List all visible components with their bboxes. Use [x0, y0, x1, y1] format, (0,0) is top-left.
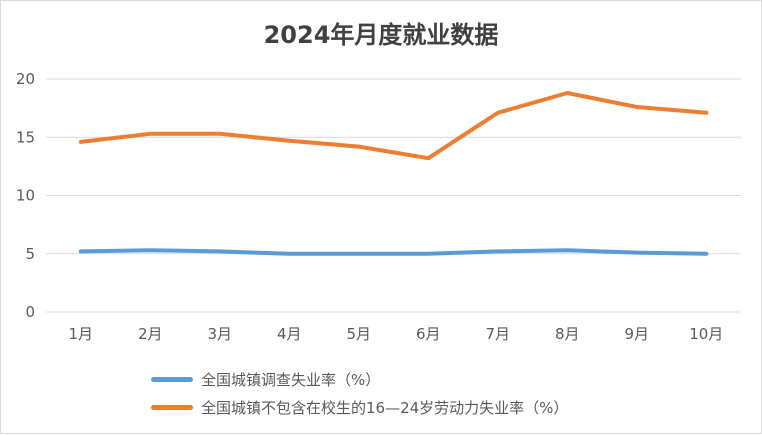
series-line-1	[81, 93, 707, 158]
legend-label-series-0: 全国城镇调查失业率（%）	[201, 369, 380, 390]
legend-label-series-1: 全国城镇不包含在校生的16—24岁劳动力失业率（%）	[201, 397, 568, 418]
x-tick-label: 5月	[346, 325, 371, 343]
x-tick-label: 4月	[277, 325, 302, 343]
x-tick-label: 7月	[485, 325, 510, 343]
y-tick-label: 5	[25, 245, 35, 263]
legend-swatch-series-0	[151, 377, 193, 382]
y-tick-label: 15	[16, 128, 35, 146]
x-axis-ticks: 1月 2月 3月 4月 5月 6月 7月 8月 9月 10月	[68, 325, 723, 343]
x-tick-label: 6月	[416, 325, 441, 343]
x-tick-label: 2月	[138, 325, 163, 343]
series-lines	[81, 93, 707, 254]
y-tick-label: 0	[25, 303, 35, 321]
x-tick-label: 8月	[555, 325, 580, 343]
legend-item-series-1: 全国城镇不包含在校生的16—24岁劳动力失业率（%）	[151, 393, 751, 421]
x-tick-label: 9月	[624, 325, 649, 343]
y-tick-label: 10	[16, 187, 35, 205]
y-axis-ticks: 0 5 10 15 20	[16, 70, 35, 321]
y-tick-label: 20	[16, 70, 35, 88]
x-tick-label: 10月	[689, 325, 723, 343]
gridlines	[46, 79, 741, 312]
legend-swatch-series-1	[151, 405, 193, 410]
legend-item-series-0: 全国城镇调查失业率（%）	[151, 365, 751, 393]
x-tick-label: 3月	[207, 325, 232, 343]
x-tick-label: 1月	[68, 325, 93, 343]
legend: 全国城镇调查失业率（%） 全国城镇不包含在校生的16—24岁劳动力失业率（%）	[151, 365, 751, 421]
